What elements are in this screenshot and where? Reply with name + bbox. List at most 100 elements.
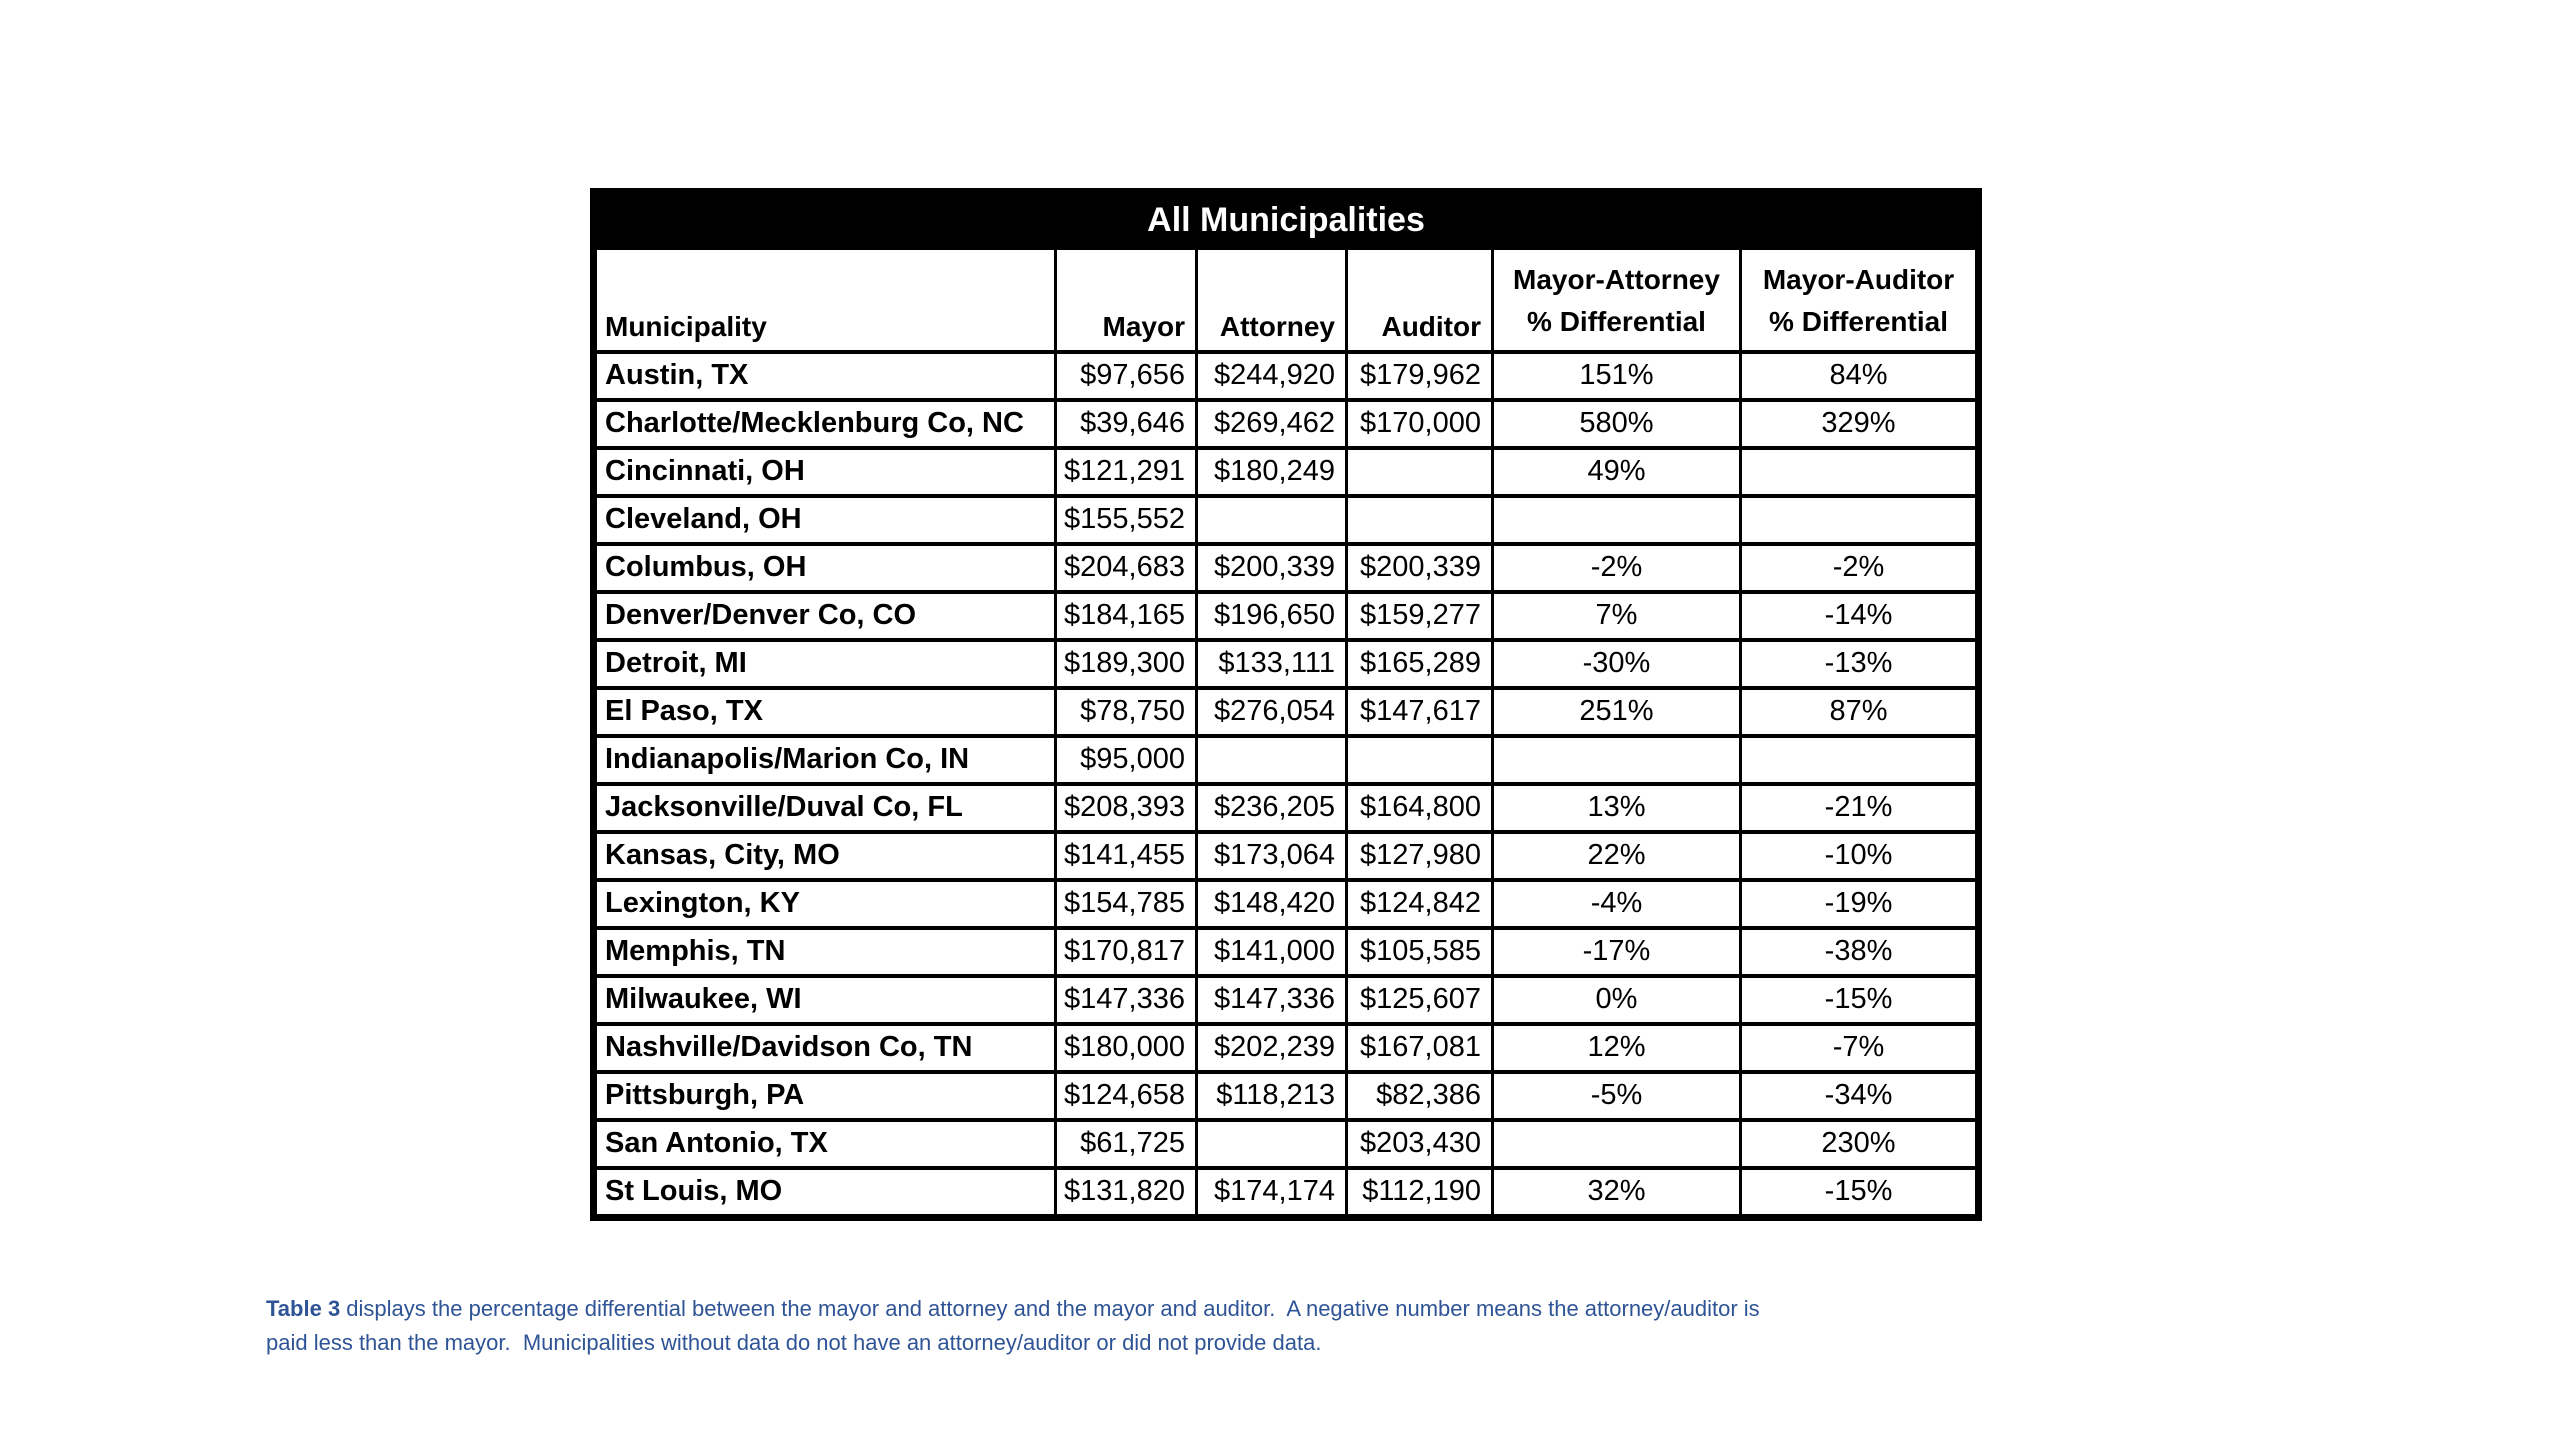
column-header-auditor: Auditor [1345,247,1494,354]
header-line-2: % Differential [1527,306,1706,337]
cell-attorney: $148,420 [1195,878,1348,930]
cell-attorney: $118,213 [1195,1070,1348,1122]
cell-mayor: $147,336 [1054,974,1198,1026]
cell-auditor [1345,734,1494,786]
table-row: San Antonio, TX $61,725 $203,430 230% [592,1118,1981,1170]
cell-attorney: $141,000 [1195,926,1348,978]
table-row: Pittsburgh, PA $124,658 $118,213 $82,386 -5%… [592,1070,1981,1122]
cell-municipality: Austin, TX [592,350,1057,402]
cell-auditor: $82,386 [1345,1070,1494,1122]
cell-mayor-auditor-diff [1738,734,1981,786]
cell-attorney [1195,1118,1348,1170]
table-row: Lexington, KY $154,785 $148,420 $124,842 -4%… [592,878,1981,930]
cell-mayor-attorney-diff: 32% [1491,1166,1742,1219]
cell-mayor-attorney-diff [1491,734,1742,786]
cell-municipality: San Antonio, TX [592,1118,1057,1170]
cell-mayor-attorney-diff: 22% [1491,830,1742,882]
cell-municipality: Milwaukee, WI [592,974,1057,1026]
cell-auditor: $200,339 [1345,542,1494,594]
cell-auditor: $105,585 [1345,926,1494,978]
header-line-1: Mayor-Auditor [1762,264,1955,295]
cell-mayor-attorney-diff: -30% [1491,638,1742,690]
cell-mayor-auditor-diff: -14% [1738,590,1981,642]
cell-auditor: $170,000 [1345,398,1494,450]
cell-auditor: $124,842 [1345,878,1494,930]
cell-auditor: $164,800 [1345,782,1494,834]
cell-mayor-auditor-diff: 230% [1738,1118,1981,1170]
cell-mayor: $170,817 [1054,926,1198,978]
table-row: Milwaukee, WI $147,336 $147,336 $125,607 0% -… [592,974,1981,1026]
cell-municipality: Detroit, MI [592,638,1057,690]
cell-attorney: $269,462 [1195,398,1348,450]
cell-mayor-attorney-diff [1491,1118,1742,1170]
cell-attorney: $244,920 [1195,350,1348,402]
cell-mayor: $61,725 [1054,1118,1198,1170]
cell-auditor: $112,190 [1345,1166,1494,1219]
cell-mayor-auditor-diff: -10% [1738,830,1981,882]
table-body: Austin, TX $97,656 $244,920 $179,962 151% 84%… [592,350,1981,1219]
cell-municipality: Columbus, OH [592,542,1057,594]
cell-mayor-attorney-diff: -2% [1491,542,1742,594]
cell-mayor-auditor-diff: 329% [1738,398,1981,450]
cell-attorney: $196,650 [1195,590,1348,642]
cell-municipality: Indianapolis/Marion Co, IN [592,734,1057,786]
cell-mayor-auditor-diff: -19% [1738,878,1981,930]
cell-mayor-auditor-diff [1738,494,1981,546]
cell-auditor [1345,446,1494,498]
header-line-2: % Differential [1769,306,1948,337]
cell-municipality: Lexington, KY [592,878,1057,930]
cell-mayor: $97,656 [1054,350,1198,402]
table-row: Memphis, TN $170,817 $141,000 $105,585 -17% -… [592,926,1981,978]
cell-auditor: $179,962 [1345,350,1494,402]
cell-municipality: Kansas, City, MO [592,830,1057,882]
cell-mayor: $184,165 [1054,590,1198,642]
cell-mayor: $180,000 [1054,1022,1198,1074]
cell-mayor-attorney-diff: 7% [1491,590,1742,642]
caption-line-1: Table 3 displays the percentage differen… [266,1292,1946,1326]
cell-mayor: $39,646 [1054,398,1198,450]
cell-municipality: Memphis, TN [592,926,1057,978]
cell-mayor-auditor-diff: 84% [1738,350,1981,402]
cell-municipality: Cincinnati, OH [592,446,1057,498]
cell-auditor: $127,980 [1345,830,1494,882]
cell-mayor-auditor-diff: -21% [1738,782,1981,834]
caption-line-1-text: displays the percentage differential bet… [340,1296,1760,1321]
cell-mayor: $121,291 [1054,446,1198,498]
cell-mayor: $78,750 [1054,686,1198,738]
cell-attorney: $180,249 [1195,446,1348,498]
cell-mayor-auditor-diff: -34% [1738,1070,1981,1122]
cell-attorney: $133,111 [1195,638,1348,690]
cell-municipality: Jacksonville/Duval Co, FL [592,782,1057,834]
cell-mayor-auditor-diff: -2% [1738,542,1981,594]
table-row: Charlotte/Mecklenburg Co, NC $39,646 $269,… [592,398,1981,450]
cell-attorney: $147,336 [1195,974,1348,1026]
cell-mayor: $155,552 [1054,494,1198,546]
header-line-1: Mayor-Attorney [1513,264,1720,295]
cell-mayor: $208,393 [1054,782,1198,834]
cell-mayor-auditor-diff [1738,446,1981,498]
cell-mayor: $141,455 [1054,830,1198,882]
cell-mayor: $124,658 [1054,1070,1198,1122]
cell-mayor-attorney-diff [1491,494,1742,546]
municipality-salary-table: All Municipalities Municipality Mayor At… [590,188,1983,1221]
cell-auditor: $167,081 [1345,1022,1494,1074]
column-header-mayor: Mayor [1054,247,1198,354]
cell-mayor-auditor-diff: -38% [1738,926,1981,978]
cell-mayor-auditor-diff: -15% [1738,974,1981,1026]
cell-mayor-attorney-diff: 251% [1491,686,1742,738]
cell-attorney: $236,205 [1195,782,1348,834]
cell-municipality: Charlotte/Mecklenburg Co, NC [592,398,1057,450]
cell-attorney: $174,174 [1195,1166,1348,1219]
cell-mayor-attorney-diff: 12% [1491,1022,1742,1074]
table-title: All Municipalities [591,190,1981,250]
cell-mayor: $95,000 [1054,734,1198,786]
cell-municipality: Denver/Denver Co, CO [592,590,1057,642]
cell-mayor-attorney-diff: -4% [1491,878,1742,930]
cell-mayor-auditor-diff: 87% [1738,686,1981,738]
cell-mayor-auditor-diff: -7% [1738,1022,1981,1074]
table-row: Jacksonville/Duval Co, FL $208,393 $236,20… [592,782,1981,834]
cell-attorney [1195,494,1348,546]
cell-mayor-attorney-diff: 0% [1491,974,1742,1026]
table-row: Detroit, MI $189,300 $133,111 $165,289 -30% -… [592,638,1981,690]
table-row: Cincinnati, OH $121,291 $180,249 49% [592,446,1981,498]
